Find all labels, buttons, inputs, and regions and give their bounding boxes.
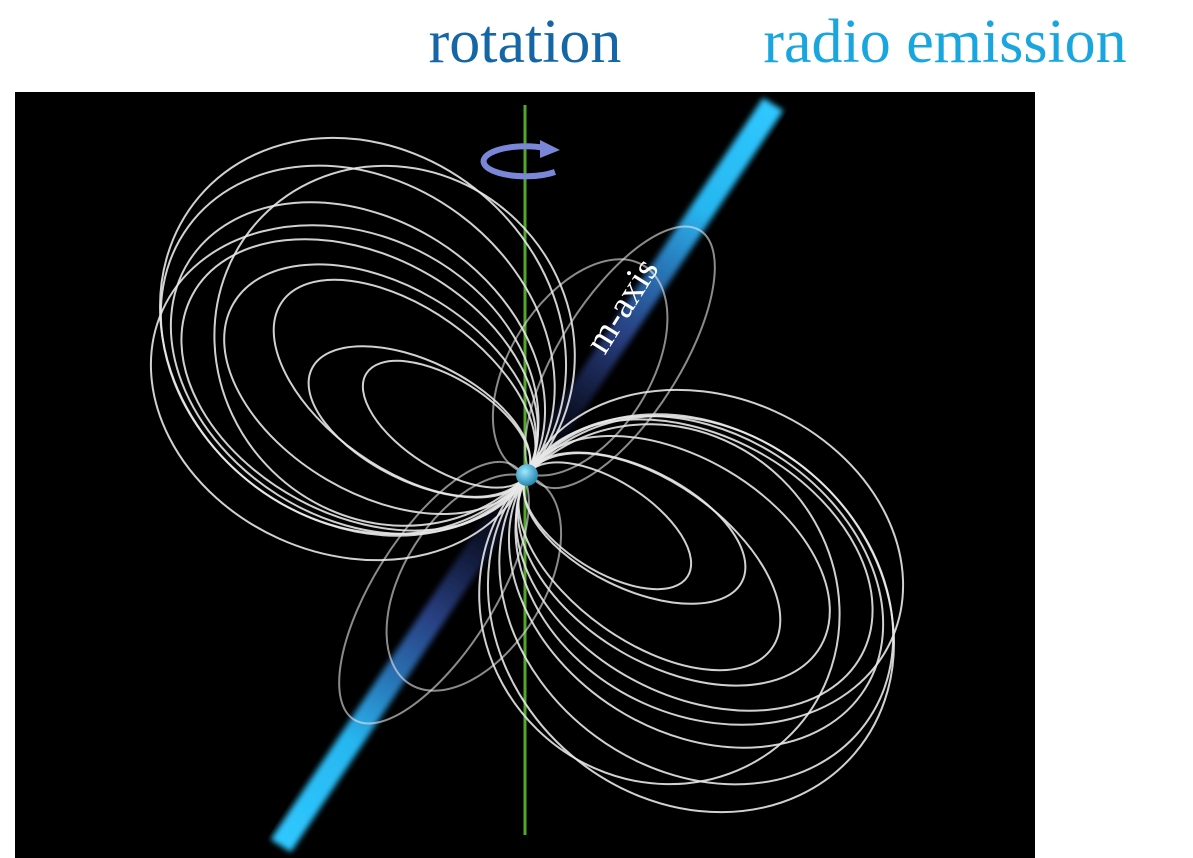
field-loop-inner	[524, 225, 716, 490]
rotation-arrow	[480, 140, 560, 180]
radio-emission-label: radio emission	[763, 8, 1126, 76]
field-loop-inner	[385, 473, 563, 692]
radio-beam-bottom	[270, 485, 527, 853]
beams	[270, 97, 784, 853]
field-loop-inner	[491, 258, 669, 477]
field-loop-inner	[338, 460, 530, 725]
pulsar-star	[516, 464, 538, 486]
radio-beam-top	[527, 97, 784, 465]
rotation-label: rotation	[429, 8, 622, 76]
